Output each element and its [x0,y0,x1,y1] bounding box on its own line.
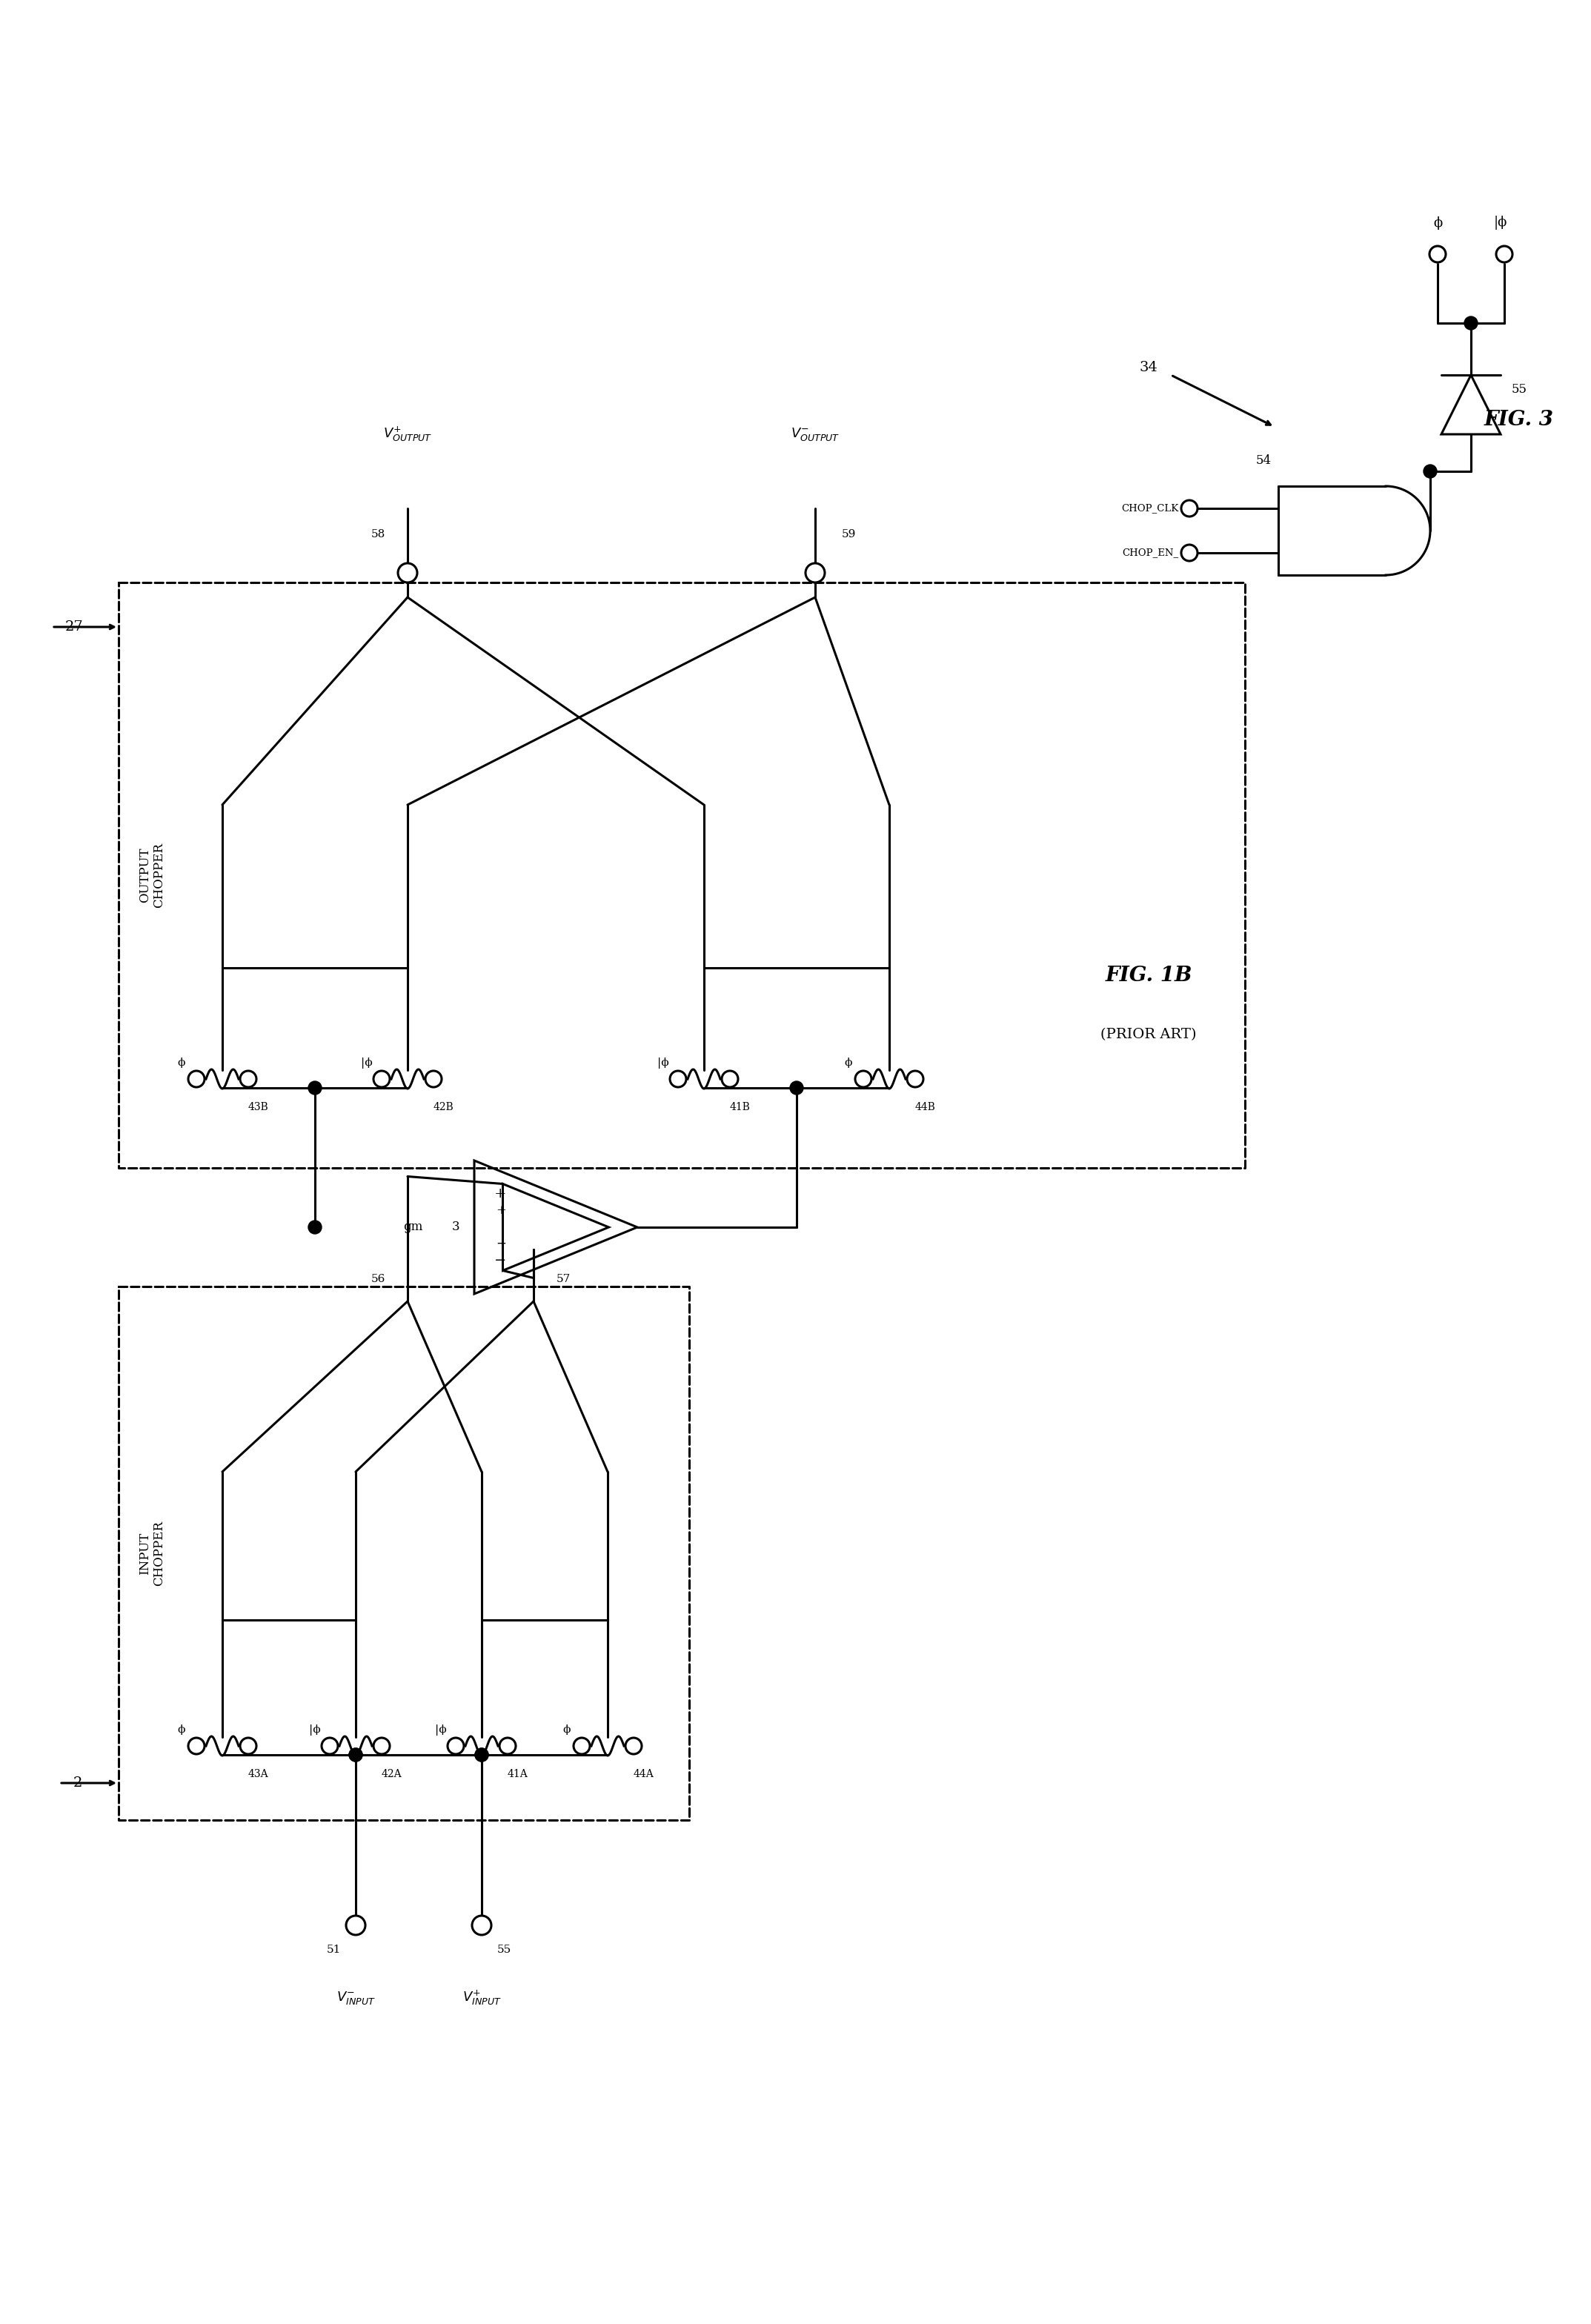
Circle shape [425,1071,442,1088]
Text: FIG. 3: FIG. 3 [1484,409,1554,430]
Text: 41A: 41A [508,1769,528,1780]
Text: 55: 55 [1511,383,1527,395]
Text: 44A: 44A [633,1769,654,1780]
Text: −: − [495,1255,506,1267]
Circle shape [722,1071,738,1088]
Circle shape [1464,316,1478,330]
Circle shape [398,562,417,583]
Text: ϕ: ϕ [178,1724,186,1734]
Circle shape [309,1081,321,1095]
Text: FIG. 1B: FIG. 1B [1106,964,1192,985]
Circle shape [1424,465,1437,479]
Text: +: + [496,1204,506,1218]
Text: $V_{OUTPUT}^{-}$: $V_{OUTPUT}^{-}$ [791,425,840,442]
Circle shape [347,1915,366,1936]
Text: INPUT
CHOPPER: INPUT CHOPPER [138,1520,165,1585]
Text: 43B: 43B [248,1102,269,1113]
Text: 3: 3 [452,1220,460,1234]
Text: 42A: 42A [380,1769,401,1780]
Text: $V_{OUTPUT}^{+}$: $V_{OUTPUT}^{+}$ [383,425,433,444]
Text: −: − [496,1236,506,1250]
Text: 51: 51 [326,1945,340,1954]
Circle shape [348,1748,363,1762]
Text: CHOP_EN_: CHOP_EN_ [1122,548,1179,558]
Text: 56: 56 [371,1274,385,1285]
Circle shape [240,1738,256,1755]
Circle shape [473,1915,492,1936]
Text: 57: 57 [555,1274,570,1285]
Circle shape [374,1738,390,1755]
Circle shape [805,562,824,583]
Text: |ϕ: |ϕ [309,1724,321,1736]
Text: ϕ: ϕ [845,1057,853,1069]
Circle shape [348,1748,363,1762]
Circle shape [240,1071,256,1088]
Circle shape [1496,246,1513,263]
Circle shape [625,1738,641,1755]
Text: |ϕ: |ϕ [1494,216,1507,230]
Circle shape [447,1738,465,1755]
Text: $V_{INPUT}^{-}$: $V_{INPUT}^{-}$ [336,1989,375,2006]
Text: CHOP_CLK: CHOP_CLK [1122,504,1179,514]
Text: 41B: 41B [729,1102,749,1113]
Text: ϕ: ϕ [178,1057,186,1069]
Circle shape [188,1071,205,1088]
Text: 2: 2 [73,1776,83,1789]
Text: |ϕ: |ϕ [361,1057,372,1069]
Text: 27: 27 [65,621,83,634]
Circle shape [574,1738,590,1755]
Text: 44B: 44B [915,1102,936,1113]
Circle shape [670,1071,686,1088]
Text: 42B: 42B [433,1102,453,1113]
Circle shape [1181,544,1198,560]
Circle shape [1429,246,1446,263]
Text: 55: 55 [496,1945,511,1954]
Circle shape [321,1738,337,1755]
Text: (PRIOR ART): (PRIOR ART) [1101,1027,1196,1041]
Text: |ϕ: |ϕ [434,1724,447,1736]
Text: 58: 58 [371,530,385,539]
Text: 43A: 43A [248,1769,269,1780]
Circle shape [374,1071,390,1088]
Circle shape [907,1071,923,1088]
Text: ϕ: ϕ [1433,216,1441,230]
Circle shape [476,1748,488,1762]
Text: +: + [495,1188,506,1202]
Text: ϕ: ϕ [563,1724,571,1734]
Circle shape [309,1220,321,1234]
Circle shape [1181,500,1198,516]
Text: OUTPUT
CHOPPER: OUTPUT CHOPPER [138,844,165,909]
Text: 34: 34 [1139,360,1158,374]
Text: gm: gm [403,1220,422,1234]
Circle shape [791,1081,803,1095]
Text: |ϕ: |ϕ [657,1057,670,1069]
Circle shape [476,1748,488,1762]
Circle shape [854,1071,872,1088]
Text: $V_{INPUT}^{+}$: $V_{INPUT}^{+}$ [461,1989,501,2008]
Text: 59: 59 [842,530,856,539]
Circle shape [500,1738,515,1755]
Circle shape [188,1738,205,1755]
Text: 54: 54 [1255,453,1271,467]
